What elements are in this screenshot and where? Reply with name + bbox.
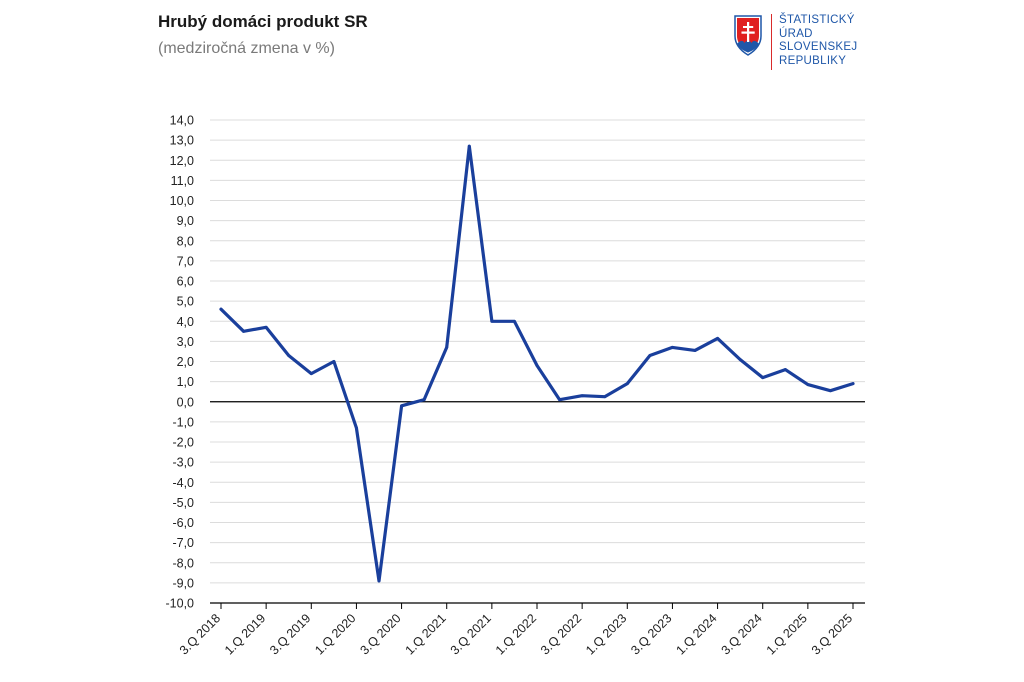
data-point xyxy=(242,329,245,333)
data-point xyxy=(287,354,291,357)
logo-line: SLOVENSKEJ xyxy=(779,41,858,53)
statistical-office-logo: ŠTATISTICKÝ ÚRAD SLOVENSKEJ REPUBLIKY xyxy=(733,14,873,74)
data-point xyxy=(783,368,787,371)
data-point xyxy=(851,382,855,386)
data-point xyxy=(671,346,674,349)
y-tick-label: 7,0 xyxy=(177,254,194,268)
y-tick-label: -9,0 xyxy=(172,576,194,590)
data-point xyxy=(693,349,697,352)
y-tick-label: -2,0 xyxy=(172,436,194,450)
data-point xyxy=(445,346,449,349)
data-point xyxy=(716,336,719,340)
data-point xyxy=(219,307,223,311)
data-point xyxy=(513,319,516,323)
data-point xyxy=(580,394,584,398)
logo-divider xyxy=(771,14,772,70)
x-tick-label: 3.Q 2022 xyxy=(538,611,584,657)
x-tick-label: 3.Q 2021 xyxy=(448,611,494,657)
data-point xyxy=(603,395,607,399)
data-point xyxy=(309,372,313,375)
y-tick-label: 0,0 xyxy=(177,395,194,409)
data-point xyxy=(829,389,832,393)
data-point xyxy=(625,382,629,386)
x-tick-label: 1.Q 2024 xyxy=(673,611,719,657)
y-tick-label: -6,0 xyxy=(172,516,194,530)
x-tick-label: 1.Q 2021 xyxy=(403,611,449,657)
data-point xyxy=(332,360,336,363)
x-tick-label: 3.Q 2023 xyxy=(628,611,674,657)
y-tick-label: 11,0 xyxy=(171,174,194,188)
y-tick-label: 6,0 xyxy=(177,275,194,289)
data-point xyxy=(377,579,381,583)
data-point xyxy=(648,354,652,357)
y-tick-label: 9,0 xyxy=(177,214,194,228)
logo-line: ŠTATISTICKÝ xyxy=(779,14,855,26)
data-point xyxy=(490,319,494,323)
y-tick-label: 4,0 xyxy=(177,315,194,329)
x-tick-label: 3.Q 2018 xyxy=(177,611,223,657)
slovak-coat-of-arms-icon xyxy=(734,15,762,56)
data-point xyxy=(422,398,426,402)
y-tick-label: -7,0 xyxy=(172,536,194,550)
y-tick-label: 2,0 xyxy=(177,355,194,369)
gdp-series-line xyxy=(219,144,855,583)
y-tick-label: -3,0 xyxy=(172,456,194,470)
y-tick-label: -5,0 xyxy=(172,496,194,510)
data-point xyxy=(761,376,765,379)
y-tick-label: 12,0 xyxy=(170,154,194,168)
x-tick-label: 3.Q 2020 xyxy=(357,611,403,657)
data-point xyxy=(806,383,810,387)
x-tick-label: 1.Q 2025 xyxy=(764,611,810,657)
chart-title: Hrubý domáci produkt SR xyxy=(158,12,368,31)
data-point xyxy=(264,325,268,329)
y-tick-label: 13,0 xyxy=(170,134,194,148)
y-tick-label: 1,0 xyxy=(177,375,194,389)
chart-subtitle: (medziročná zmena v %) xyxy=(158,40,335,57)
y-tick-label: -8,0 xyxy=(172,556,194,570)
data-point xyxy=(535,364,539,367)
x-tick-label: 3.Q 2019 xyxy=(267,611,313,657)
x-tick-label: 1.Q 2022 xyxy=(493,611,539,657)
data-point xyxy=(467,144,471,148)
x-tick-label: 3.Q 2025 xyxy=(809,611,855,657)
x-tick-label: 1.Q 2023 xyxy=(583,611,629,657)
y-tick-label: -4,0 xyxy=(172,476,194,490)
data-point xyxy=(355,426,358,430)
logo-line: ÚRAD xyxy=(779,27,813,40)
y-tick-label: 14,0 xyxy=(170,114,194,128)
y-tick-label: 10,0 xyxy=(170,194,194,208)
y-tick-label: -1,0 xyxy=(172,415,194,429)
data-point xyxy=(558,398,561,402)
y-tick-label: 5,0 xyxy=(177,295,194,309)
y-tick-label: -10,0 xyxy=(166,597,195,611)
x-tick-label: 3.Q 2024 xyxy=(719,611,765,657)
y-tick-label: 8,0 xyxy=(177,234,194,248)
logo-line: REPUBLIKY xyxy=(779,54,847,67)
logo-text: ŠTATISTICKÝ ÚRAD SLOVENSKEJ REPUBLIKY xyxy=(779,14,857,68)
y-tick-label: 3,0 xyxy=(177,335,194,349)
x-tick-label: 1.Q 2019 xyxy=(222,611,268,657)
x-tick-label: 1.Q 2020 xyxy=(312,611,358,657)
data-point xyxy=(400,404,403,408)
data-point xyxy=(738,358,742,361)
